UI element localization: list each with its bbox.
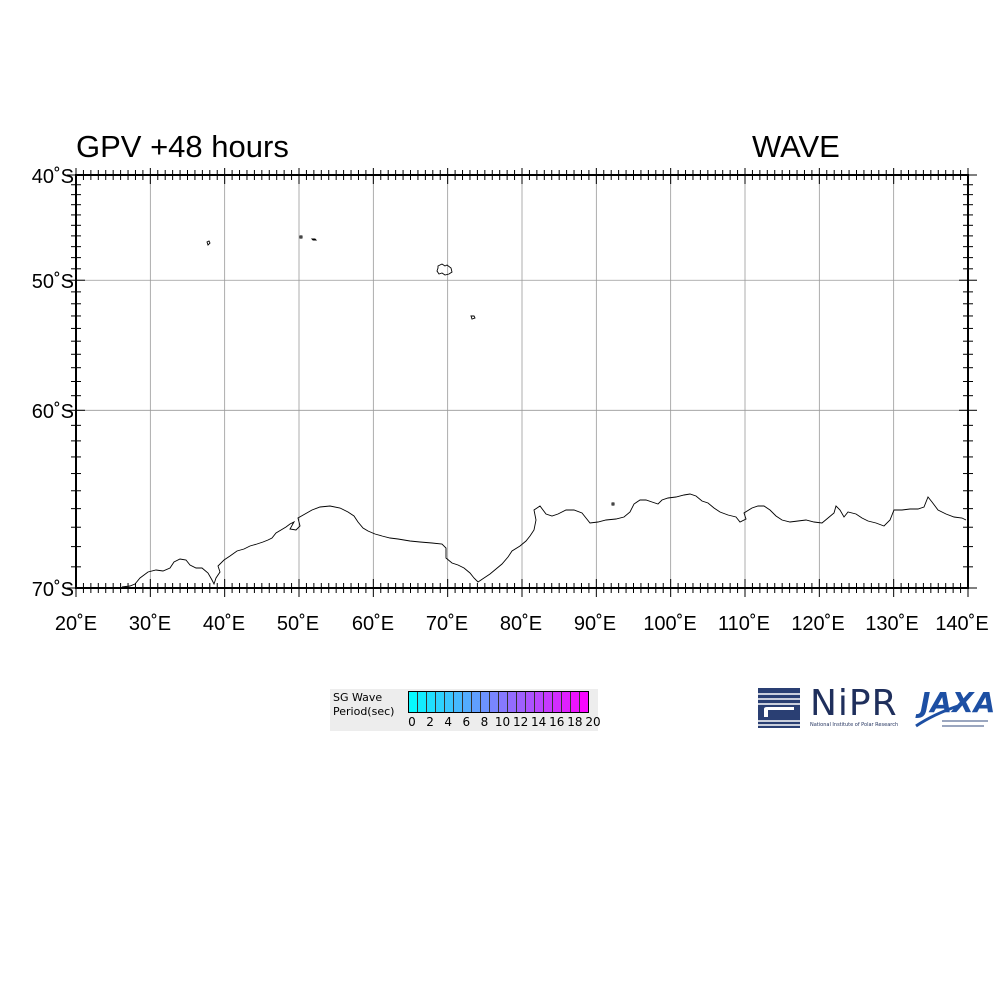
island <box>436 263 453 276</box>
legend-tick-label: 20 <box>585 715 601 729</box>
legend-color-cell <box>571 692 580 712</box>
legend-label-line2: Period(sec) <box>333 705 395 718</box>
coastline <box>121 235 967 588</box>
wave-period-legend: SG Wave Period(sec) 0 2 4 6 8 10 12 14 16 18 20 <box>330 689 601 731</box>
legend-tick-label: 10 <box>494 715 511 729</box>
nipr-logo-subtitle: National Institute of Polar Research <box>810 722 899 728</box>
lon-label-120e: 120˚E <box>791 613 844 635</box>
lon-label-60e: 60˚E <box>352 613 394 635</box>
island <box>470 315 476 320</box>
legend-color-cell <box>508 692 517 712</box>
legend-tick-label: 0 <box>408 715 416 729</box>
jaxa-logo-text: JAXA <box>915 686 995 719</box>
legend-color-cell <box>436 692 445 712</box>
latitude-labels: 40˚S 50˚S 60˚S 70˚S <box>32 166 74 601</box>
island <box>310 238 318 241</box>
legend-color-cell <box>418 692 427 712</box>
legend-color-cell <box>517 692 526 712</box>
island <box>299 235 303 239</box>
logos: NiPR National Institute of Polar Researc… <box>756 684 996 732</box>
jaxa-logo-icon: JAXA <box>915 686 995 728</box>
legend-color-cell <box>445 692 454 712</box>
legend-label-line1: SG Wave <box>333 691 383 704</box>
legend-tick-label: 16 <box>549 715 565 729</box>
legend-tick-label: 8 <box>480 715 489 729</box>
legend-color-cell <box>535 692 544 712</box>
antarctic-coast <box>121 493 967 588</box>
legend-color-cell <box>580 692 588 712</box>
legend-tick-label: 4 <box>444 715 453 729</box>
island <box>206 240 211 246</box>
lat-label-60s: 60˚S <box>32 401 74 423</box>
lon-label-50e: 50˚E <box>277 613 319 635</box>
legend-tick-label: 6 <box>462 715 471 729</box>
legend-tick-labels: 0 2 4 6 8 10 12 14 16 18 20 <box>403 715 601 729</box>
lon-label-110e: 110˚E <box>718 613 770 635</box>
lon-label-130e: 130˚E <box>865 613 918 635</box>
legend-tick-label: 12 <box>512 715 529 729</box>
legend-color-cell <box>553 692 562 712</box>
nipr-emblem-icon <box>758 688 800 728</box>
graticule <box>76 175 968 588</box>
lat-label-40s: 40˚S <box>32 166 74 188</box>
lon-label-70e: 70˚E <box>426 613 468 635</box>
island <box>611 502 615 506</box>
lat-label-50s: 50˚S <box>32 271 74 293</box>
longitude-labels: 20˚E 30˚E 40˚E 50˚E 60˚E 70˚E 80˚E 90˚E … <box>55 613 989 635</box>
lon-label-140e: 140˚E <box>935 613 988 635</box>
legend-color-cell <box>427 692 436 712</box>
lon-label-30e: 30˚E <box>129 613 171 635</box>
legend-color-cell <box>409 692 418 712</box>
legend-color-cell <box>481 692 490 712</box>
map-title-left: GPV +48 hours <box>76 129 289 164</box>
lon-label-80e: 80˚E <box>500 613 542 635</box>
legend-color-cell <box>463 692 472 712</box>
legend-color-cell <box>526 692 535 712</box>
lon-label-20e: 20˚E <box>55 613 97 635</box>
legend-color-cell <box>490 692 499 712</box>
map-title-right: WAVE <box>752 129 840 164</box>
legend-color-cell <box>562 692 571 712</box>
legend-tick-label: 14 <box>531 715 547 729</box>
axis-ticks <box>67 168 977 597</box>
legend-colorbar <box>408 691 589 713</box>
lon-label-90e: 90˚E <box>574 613 616 635</box>
legend-tick-label: 2 <box>426 715 434 729</box>
legend-color-cell <box>472 692 481 712</box>
lon-label-100e: 100˚E <box>643 613 696 635</box>
lat-label-70s: 70˚S <box>32 579 74 601</box>
legend-tick-label: 18 <box>567 715 583 729</box>
legend-color-cell <box>499 692 508 712</box>
legend-color-cell <box>544 692 553 712</box>
nipr-logo-text: NiPR <box>810 683 898 724</box>
legend-color-cell <box>454 692 463 712</box>
lon-label-40e: 40˚E <box>203 613 245 635</box>
